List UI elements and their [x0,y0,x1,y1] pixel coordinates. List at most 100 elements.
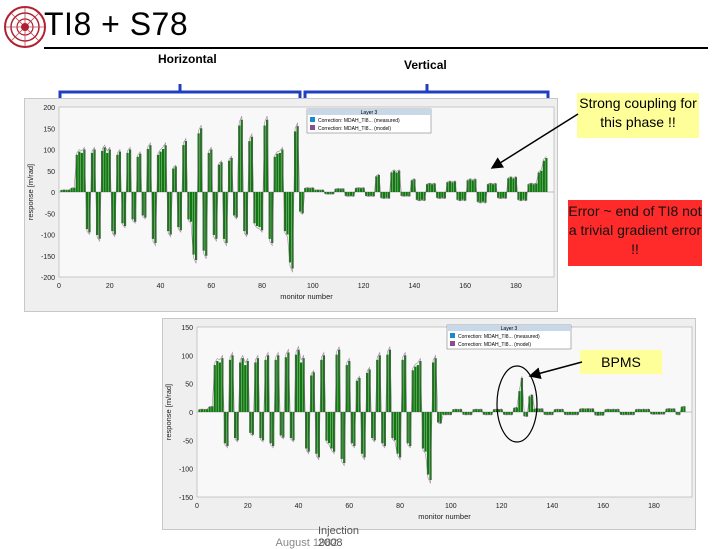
legend-swatch [310,117,315,122]
bar [515,407,518,412]
bar [413,179,416,192]
bar [322,355,326,412]
bar [551,412,554,415]
label-horizontal: Horizontal [158,52,217,66]
bar [388,349,392,412]
bar [245,192,248,235]
bar [464,412,468,415]
bar [411,370,414,412]
bar [144,192,147,218]
bar [401,359,404,412]
bar [192,192,195,255]
bar [536,408,539,412]
bar [540,170,543,192]
y-tick-label: 150 [181,325,193,332]
bar [167,192,170,232]
bar [156,154,160,192]
bar [113,192,116,235]
bar [347,192,350,197]
bar [202,192,205,251]
bar [423,192,426,201]
bar [439,412,442,424]
bar [418,192,421,201]
bar [325,412,328,441]
bar [371,412,374,439]
bar [541,408,544,412]
bar [164,145,167,192]
bar [436,192,439,198]
bar [629,412,633,415]
bar [431,362,435,412]
x-tick-label: 80 [258,283,266,290]
bar [268,192,271,239]
bar [637,409,640,412]
bar [264,359,267,412]
y-tick-label: 50 [185,382,193,389]
bar [139,153,142,192]
bar [260,192,264,231]
y-axis-label: response [m/rad] [164,384,173,440]
bar [387,192,391,199]
bar [410,180,413,192]
bar [312,372,315,412]
bar [248,141,251,192]
bar [489,183,492,192]
bar [461,192,464,200]
y-tick-label: 100 [181,353,193,360]
bar [207,152,210,192]
bar [288,192,292,263]
bar [334,188,337,192]
bar [508,412,511,415]
legend-title-bar [307,109,431,115]
bar [108,149,111,192]
bar [614,409,617,412]
bar [301,192,304,214]
bar [200,409,204,412]
bar [352,192,355,197]
bar [494,183,497,192]
x-tick-label: 180 [510,283,522,290]
bar [253,192,256,224]
bar [635,409,638,412]
y-tick-label: 0 [189,410,193,417]
y-tick-label: 100 [43,148,55,155]
y-tick-label: -150 [41,254,55,261]
bar [363,412,366,458]
bar [657,412,661,415]
bar [111,192,114,232]
bar [441,192,444,198]
bar [619,412,623,415]
bar [514,177,518,192]
bar [272,412,275,446]
bar [451,182,454,192]
bar [123,192,127,226]
bar [421,412,425,449]
bar [316,189,320,192]
x-axis-label: monitor number [280,292,333,301]
bar [655,412,658,415]
x-tick-label: 140 [409,283,421,290]
bar [217,164,221,192]
bar [203,409,206,412]
bar [507,178,510,192]
bar [381,412,384,444]
bar [367,192,370,197]
legend-entry: Correction: MDAH_TI8... (model) [318,126,391,132]
bar [256,358,260,412]
bar [291,192,294,269]
bar [497,192,500,198]
bar [476,192,479,202]
bar [426,412,430,475]
bar [182,145,185,192]
bar [443,192,446,199]
x-tick-label: 160 [459,283,471,290]
bar [462,412,465,415]
bar [227,160,231,192]
bar [223,412,227,444]
bar [375,176,378,192]
bar [495,409,498,412]
bar [238,125,241,192]
bar [335,354,338,412]
bar [121,192,124,224]
bar [319,190,322,192]
